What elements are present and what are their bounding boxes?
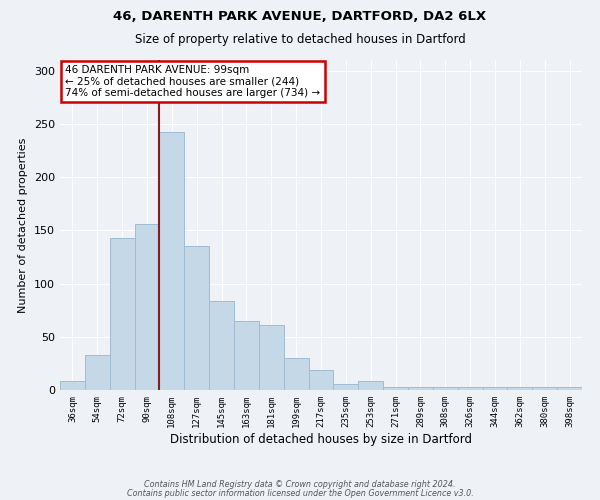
Bar [308,370,334,390]
Bar [85,355,110,390]
Bar [234,321,259,390]
Bar [134,224,160,390]
Bar [383,387,408,390]
Text: 46 DARENTH PARK AVENUE: 99sqm
← 25% of detached houses are smaller (244)
74% of : 46 DARENTH PARK AVENUE: 99sqm ← 25% of d… [65,65,320,98]
Bar [358,382,383,390]
Bar [458,387,482,390]
Bar [209,300,234,390]
Bar [110,238,134,390]
Bar [259,325,284,390]
Bar [334,384,358,390]
Text: 46, DARENTH PARK AVENUE, DARTFORD, DA2 6LX: 46, DARENTH PARK AVENUE, DARTFORD, DA2 6… [113,10,487,23]
Bar [284,358,308,390]
Bar [60,382,85,390]
Text: Size of property relative to detached houses in Dartford: Size of property relative to detached ho… [134,32,466,46]
Bar [433,387,458,390]
Bar [408,387,433,390]
Bar [184,246,209,390]
Y-axis label: Number of detached properties: Number of detached properties [19,138,28,312]
Bar [482,387,508,390]
Text: Contains public sector information licensed under the Open Government Licence v3: Contains public sector information licen… [127,488,473,498]
Text: Contains HM Land Registry data © Crown copyright and database right 2024.: Contains HM Land Registry data © Crown c… [144,480,456,489]
Bar [532,387,557,390]
Bar [160,132,184,390]
Bar [557,387,582,390]
X-axis label: Distribution of detached houses by size in Dartford: Distribution of detached houses by size … [170,432,472,446]
Bar [508,387,532,390]
